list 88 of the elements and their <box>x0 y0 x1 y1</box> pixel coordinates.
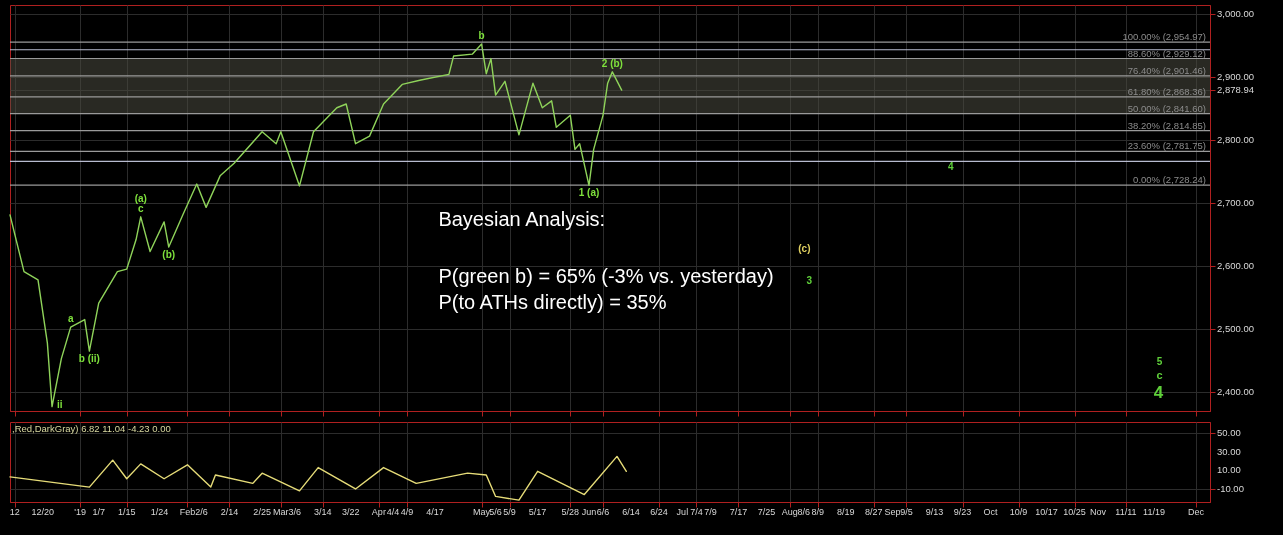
annotation: c <box>1156 369 1163 382</box>
x-tick-label: 2/6 <box>195 507 208 517</box>
y-tick-label: 30.00 <box>1217 445 1241 457</box>
y-tick-label: 3,000.00 <box>1217 7 1254 19</box>
annotation: 4 <box>948 161 955 173</box>
y-tick-label: 2,500.00 <box>1217 323 1254 335</box>
y-tick-label: -10.00 <box>1217 482 1244 494</box>
x-tick-label: 11/19 <box>1143 507 1165 517</box>
annotation: Bayesian Analysis: <box>438 208 606 231</box>
x-tick-label: 5/6 <box>489 507 502 517</box>
x-tick-label: '19 <box>74 507 86 517</box>
x-tick-label: 4/4 <box>386 507 400 517</box>
annotation: (c) <box>798 242 811 254</box>
x-tick-label: 4/9 <box>400 507 414 517</box>
x-tick-label: 5/28 <box>561 507 580 517</box>
annotation: 3 <box>806 275 813 287</box>
x-tick-label: Jun <box>581 507 597 517</box>
x-tick-label: 9/5 <box>900 507 913 517</box>
x-tick-label: 8/6 <box>797 507 811 517</box>
ref-line-label: 23.60% (2,781.75) <box>1127 140 1206 152</box>
x-tick-label: 3/14 <box>314 507 332 517</box>
x-tick-label: 12 <box>9 507 20 517</box>
x-tick-label: 8/19 <box>837 507 855 517</box>
ref-line-label: 38.20% (2,814.85) <box>1127 119 1206 131</box>
annotation: c <box>137 202 144 214</box>
x-tick-label: 9/13 <box>925 507 944 517</box>
x-tick-label: Apr <box>371 507 386 517</box>
x-tick-label: 9/23 <box>953 507 972 517</box>
y-tick-label: 2,400.00 <box>1217 386 1254 398</box>
ref-line-label: 61.80% (2,868.36) <box>1127 85 1206 97</box>
ref-line-label: 0.00% (2,728.24) <box>1133 174 1206 186</box>
annotation: b (ii) <box>78 353 100 365</box>
annotation: 1 (a) <box>578 187 600 199</box>
annotation: ,Red,DarkGray) 6.82 11.04 -4.23 0.00 <box>12 423 171 434</box>
x-tick-label: 8/9 <box>811 507 825 517</box>
annotation: P(green b) = 65% (-3% vs. yesterday) <box>438 265 774 288</box>
annotation: 5 <box>1156 356 1163 368</box>
y-tick-label: 2,600.00 <box>1217 260 1254 271</box>
x-tick-label: Feb <box>179 507 196 517</box>
x-tick-label: Mar <box>273 507 289 517</box>
annotation: b <box>478 30 485 42</box>
ref-line-label: 76.40% (2,901.46) <box>1127 64 1206 76</box>
x-tick-label: 2/14 <box>220 507 239 517</box>
x-tick-label: 3/6 <box>288 507 302 517</box>
x-tick-label: 7/25 <box>757 507 776 517</box>
x-tick-label: 12/20 <box>31 507 54 517</box>
x-tick-label: 1/15 <box>117 507 136 517</box>
x-tick-label: 6/24 <box>650 507 668 517</box>
x-tick-label: 10/17 <box>1035 507 1058 517</box>
x-tick-label: 5/9 <box>503 507 516 517</box>
x-tick-label: Nov <box>1089 507 1107 517</box>
x-tick-label: 1/7 <box>92 507 105 517</box>
annotation: 4 <box>1153 382 1164 402</box>
annotation: P(to ATHs directly) = 35% <box>438 291 667 314</box>
x-tick-label: 2/25 <box>253 507 271 517</box>
x-tick-label: 5/17 <box>528 507 547 517</box>
y-tick-label: 2,700.00 <box>1217 196 1254 208</box>
y-tick-label: 10.00 <box>1217 464 1241 476</box>
x-tick-label: 7/4 <box>690 507 703 517</box>
x-tick-label: Jul <box>676 507 689 517</box>
x-tick-label: 11/11 <box>1115 507 1137 517</box>
x-tick-label: Oct <box>983 507 999 517</box>
x-tick-label: 4/17 <box>426 507 444 517</box>
y-tick-label: 2,900.00 <box>1217 70 1254 82</box>
annotation: 2 (b) <box>601 57 623 69</box>
y-tick-label: 2,878.94 <box>1217 84 1254 96</box>
x-tick-label: 7/17 <box>729 507 748 517</box>
ref-line-label: 50.00% (2,841.60) <box>1127 102 1206 114</box>
annotation: (a) <box>134 192 147 204</box>
x-tick-label: May <box>473 507 491 517</box>
ref-line-label: 88.60% (2,929.12) <box>1127 47 1206 59</box>
x-tick-label: 8/27 <box>865 507 883 517</box>
x-tick-label: 6/6 <box>596 507 610 517</box>
y-tick-label: 2,800.00 <box>1217 133 1254 145</box>
x-tick-label: 6/14 <box>622 507 640 517</box>
annotation: a <box>67 313 74 325</box>
annotation: (b) <box>162 249 176 261</box>
ref-line-label: 100.00% (2,954.97) <box>1122 31 1206 43</box>
x-tick-label: 10/9 <box>1009 507 1028 517</box>
x-tick-label: Sep <box>884 507 901 517</box>
x-tick-label: Aug <box>781 507 798 517</box>
x-tick-label: 1/24 <box>150 507 169 517</box>
y-tick-label: 50.00 <box>1217 427 1241 439</box>
annotation: ii <box>57 398 63 410</box>
x-tick-label: Dec <box>1187 507 1205 517</box>
x-tick-label: 3/22 <box>342 507 360 517</box>
x-tick-label: 10/25 <box>1063 507 1086 517</box>
x-tick-label: 7/9 <box>704 507 717 517</box>
